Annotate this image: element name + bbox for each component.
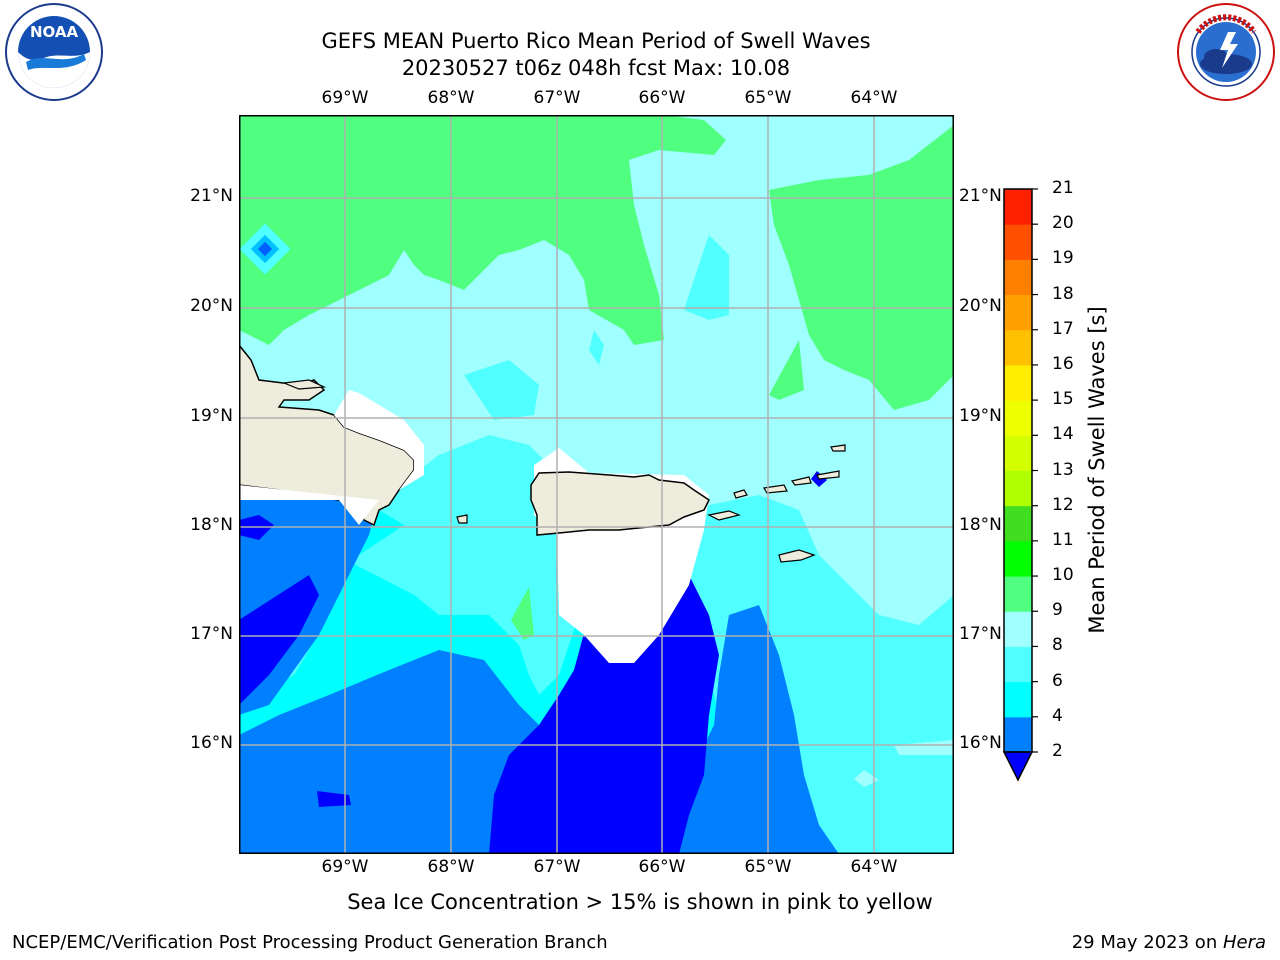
contour-4-6-south-band: [239, 710, 439, 825]
colorbar-tick-label: 16: [1052, 353, 1074, 374]
colorbar-segment: [1004, 646, 1032, 683]
map-frame: [239, 115, 954, 854]
lon-label-top: 64°W: [850, 88, 898, 108]
colorbar-tick-label: 11: [1052, 529, 1074, 550]
lat-label-left: 20°N: [190, 296, 233, 316]
colorbar-segment: [1004, 224, 1032, 260]
contour-9-10-south-a: [511, 587, 534, 640]
footer-branch: NCEP/EMC/Verification Post Processing Pr…: [12, 932, 608, 953]
lon-label-bottom: 65°W: [744, 857, 792, 877]
colorbar-tick-label: 20: [1052, 213, 1074, 234]
vieques-island: [707, 510, 741, 521]
lat-label-left: 16°N: [190, 733, 233, 753]
colorbar-tick-label: 21: [1052, 178, 1074, 198]
footer-date: 29 May 2023 on Hera: [1072, 932, 1266, 953]
contour-2-4-west: [239, 575, 319, 705]
colorbar-tick-label: 19: [1052, 248, 1074, 269]
swell-period-map: [239, 115, 954, 854]
colorbar-segment: [1004, 329, 1032, 366]
colorbar-segment: [1004, 505, 1032, 542]
colorbar-segment: [1004, 189, 1032, 225]
chart-title: GEFS MEAN Puerto Rico Mean Period of Swe…: [321, 29, 871, 53]
lon-label-bottom: 69°W: [321, 857, 369, 877]
noaa-logo-text: NOAA: [30, 23, 79, 41]
colorbar: [1002, 188, 1038, 782]
anegada-island: [830, 444, 846, 452]
colorbar-tick-label: 9: [1052, 600, 1063, 621]
contour-8-9-south-b: [854, 770, 879, 787]
culebra-island: [733, 489, 748, 499]
contour-nw-blob-inner: [257, 241, 273, 257]
contour-8-9-south-a: [894, 740, 954, 755]
colorbar-tick-label: 2: [1052, 741, 1063, 761]
colorbar-tick-label: 14: [1052, 424, 1074, 445]
lon-label-bottom: 68°W: [427, 857, 475, 877]
colorbar-tick-label: 17: [1052, 318, 1074, 339]
lon-label-top: 68°W: [427, 88, 475, 108]
lon-label-top: 69°W: [321, 88, 369, 108]
colorbar-segment: [1004, 576, 1032, 612]
colorbar-tick-label: 15: [1052, 389, 1074, 410]
lon-label-top: 66°W: [638, 88, 686, 108]
contour-8-9-north-a: [684, 235, 729, 320]
colorbar-under-triangle: [1002, 751, 1034, 782]
contour-9-10-nw: [239, 115, 726, 345]
no-data-west: [239, 485, 379, 525]
colorbar-tick-label: 4: [1052, 705, 1063, 726]
colorbar-tick-label: 13: [1052, 459, 1074, 480]
mona-island: [456, 514, 468, 524]
lat-label-left: 18°N: [190, 515, 233, 535]
colorbar-segment: [1004, 364, 1032, 401]
colorbar-tick-label: 10: [1052, 565, 1074, 586]
contour-8-9-north-c: [589, 330, 604, 365]
lat-label-right: 21°N: [959, 186, 1002, 206]
nws-logo: [1177, 3, 1275, 101]
lon-label-top: 67°W: [533, 88, 581, 108]
lat-label-left: 17°N: [190, 624, 233, 644]
colorbar-tick-label: 18: [1052, 283, 1074, 304]
lat-label-left: 21°N: [190, 186, 233, 206]
lat-label-right: 18°N: [959, 515, 1002, 535]
bvi-island-a: [790, 476, 812, 486]
lat-label-right: 17°N: [959, 624, 1002, 644]
colorbar-segment: [1004, 259, 1032, 296]
noaa-logo: NOAA: [5, 3, 103, 101]
lat-label-right: 19°N: [959, 406, 1002, 426]
contour-9-10-e: [769, 340, 804, 400]
colorbar-segment: [1004, 540, 1032, 577]
st-thomas-island: [763, 484, 788, 494]
lon-label-bottom: 64°W: [850, 857, 898, 877]
lat-label-right: 20°N: [959, 296, 1002, 316]
colorbar-segment: [1004, 611, 1032, 647]
hispaniola-north-island: [283, 379, 327, 390]
chart-subtitle: 20230527 t06z 048h fcst Max: 10.08: [401, 56, 791, 80]
gridlines: [239, 115, 954, 854]
colorbar-segment: [1004, 435, 1032, 471]
colorbar-segment: [1004, 294, 1032, 331]
contour-8-9-north-b: [464, 360, 539, 420]
lon-label-bottom: 67°W: [533, 857, 581, 877]
footer-machine: Hera: [1222, 932, 1266, 953]
contour-9-10-ne: [769, 125, 954, 410]
footer-date-text: 29 May 2023 on: [1071, 932, 1223, 953]
colorbar-tick-label: 6: [1052, 670, 1063, 691]
colorbar-segment: [1004, 681, 1032, 718]
sea-ice-note: Sea Ice Concentration > 15% is shown in …: [347, 890, 933, 914]
contour-2-4-spot-b: [317, 791, 351, 807]
lon-label-bottom: 66°W: [638, 857, 686, 877]
lat-label-right: 16°N: [959, 733, 1002, 753]
lat-label-left: 19°N: [190, 406, 233, 426]
puerto-rico-land: [530, 471, 710, 536]
colorbar-segment: [1004, 470, 1032, 507]
colorbar-segment: [1004, 716, 1032, 753]
colorbar-tick-label: 8: [1052, 635, 1063, 656]
lon-label-top: 65°W: [744, 88, 792, 108]
no-data-east-hisp: [334, 390, 424, 490]
colorbar-segment: [1004, 400, 1032, 436]
st-croix-island: [778, 549, 816, 563]
bvi-island-b: [816, 470, 840, 480]
colorbar-tick-label: 12: [1052, 494, 1074, 515]
